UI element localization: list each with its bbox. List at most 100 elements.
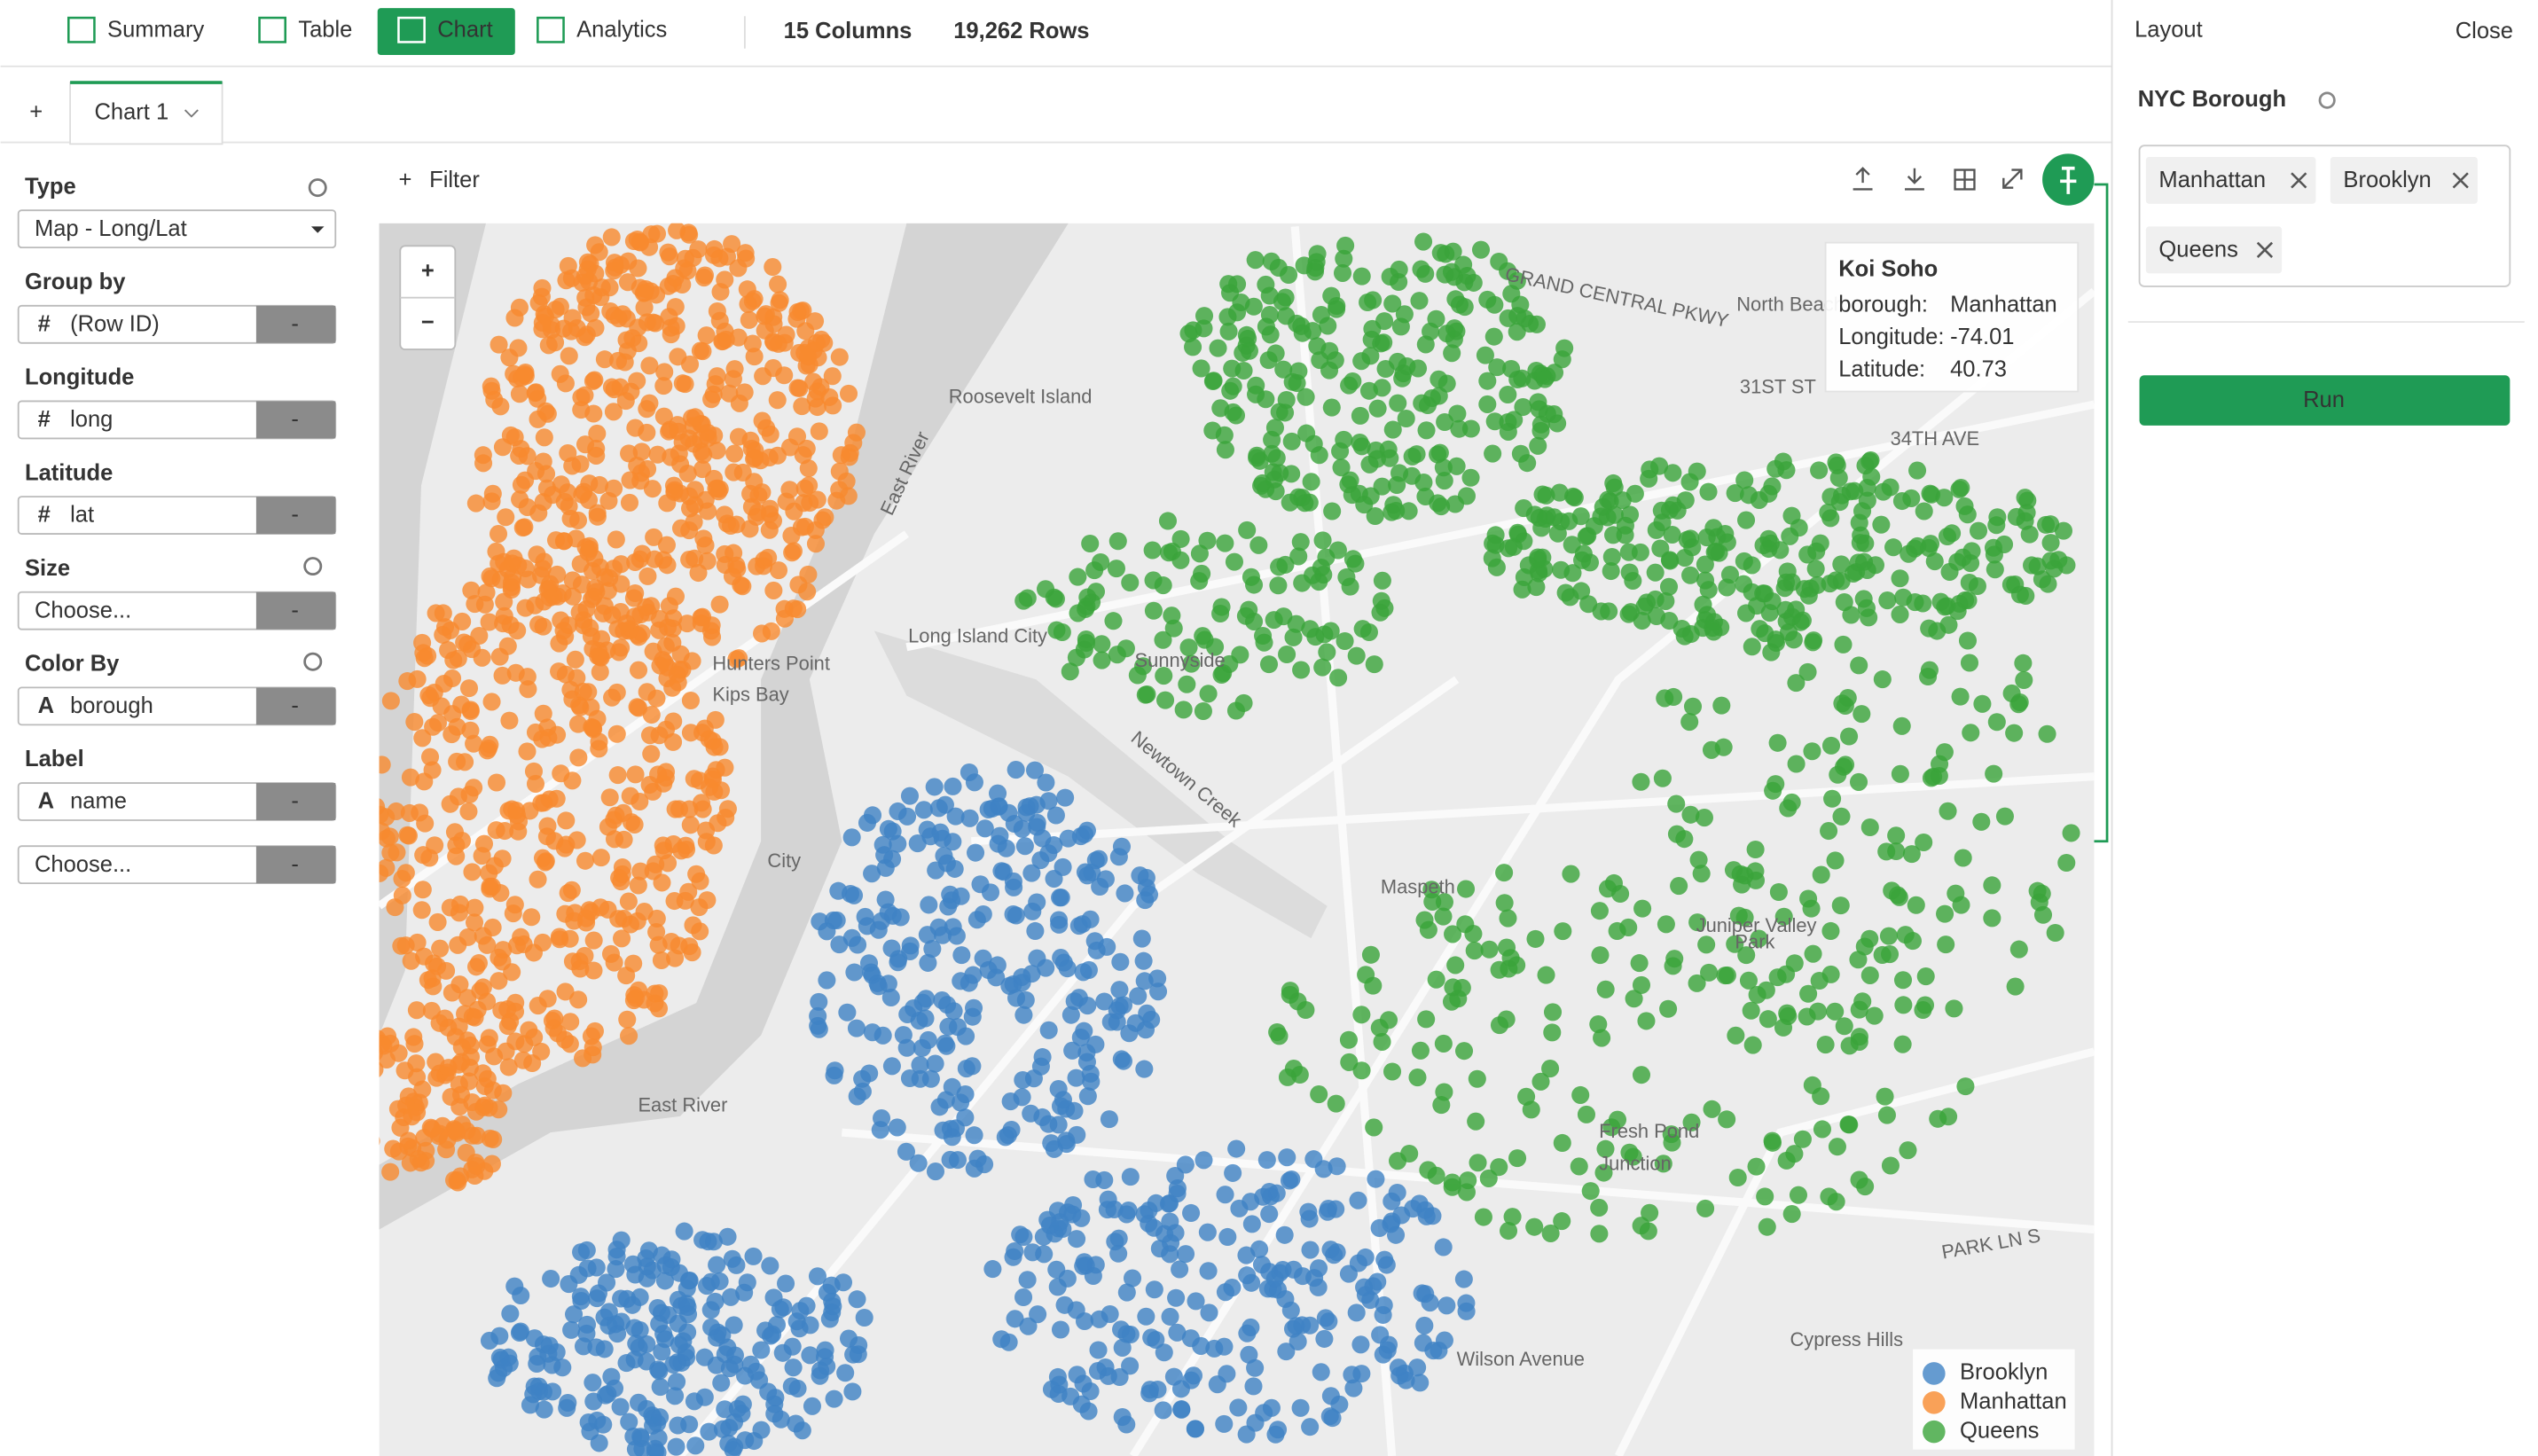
map-point[interactable]	[1328, 1243, 1346, 1262]
map-point[interactable]	[1619, 543, 1638, 561]
map-point[interactable]	[1446, 956, 1465, 975]
map-point[interactable]	[1935, 743, 1954, 762]
map-point[interactable]	[719, 1434, 738, 1452]
map-point[interactable]	[677, 840, 696, 859]
map-point[interactable]	[888, 1118, 906, 1137]
map-point[interactable]	[595, 350, 614, 369]
map-point[interactable]	[1144, 601, 1163, 620]
map-point[interactable]	[1084, 1170, 1102, 1189]
map-point[interactable]	[847, 423, 866, 442]
map-point[interactable]	[1061, 662, 1079, 681]
map-point[interactable]	[1074, 1374, 1093, 1393]
map-point[interactable]	[1827, 1193, 1845, 1211]
map-point[interactable]	[412, 901, 431, 920]
map-point[interactable]	[516, 599, 535, 617]
map-point[interactable]	[528, 1354, 546, 1374]
map-point[interactable]	[1110, 981, 1129, 999]
map-point[interactable]	[498, 1000, 517, 1019]
map-point[interactable]	[869, 920, 888, 939]
map-point[interactable]	[467, 1126, 486, 1145]
map-point[interactable]	[1300, 1209, 1319, 1228]
map-point[interactable]	[414, 644, 433, 662]
map-point[interactable]	[1069, 568, 1087, 586]
map-point[interactable]	[718, 800, 737, 818]
map-point[interactable]	[964, 966, 983, 984]
map-point[interactable]	[1155, 667, 1173, 685]
map-point[interactable]	[1678, 530, 1696, 549]
map-point[interactable]	[1418, 395, 1437, 415]
map-point[interactable]	[1067, 1069, 1085, 1087]
map-point[interactable]	[510, 385, 529, 403]
map-point[interactable]	[614, 305, 632, 324]
map-point[interactable]	[1156, 691, 1175, 709]
map-point[interactable]	[665, 891, 684, 911]
map-point[interactable]	[1013, 1088, 1031, 1107]
map-point[interactable]	[465, 779, 483, 797]
map-point[interactable]	[1787, 755, 1806, 773]
map-point[interactable]	[1215, 1337, 1234, 1356]
map-point[interactable]	[1357, 966, 1375, 984]
map-point[interactable]	[591, 898, 610, 917]
map-point[interactable]	[452, 831, 472, 850]
map-point[interactable]	[1305, 262, 1325, 281]
map-point[interactable]	[430, 1014, 449, 1032]
map-point[interactable]	[1737, 946, 1756, 965]
map-point[interactable]	[889, 802, 907, 820]
map-point[interactable]	[856, 907, 874, 926]
map-point[interactable]	[1049, 1079, 1068, 1099]
map-point[interactable]	[1411, 1374, 1430, 1392]
map-point[interactable]	[1548, 524, 1567, 543]
map-point[interactable]	[540, 1336, 559, 1355]
map-point[interactable]	[1006, 1241, 1024, 1261]
map-point[interactable]	[1571, 507, 1590, 526]
map-point[interactable]	[1464, 925, 1483, 943]
map-point[interactable]	[1171, 529, 1190, 548]
map-point[interactable]	[485, 857, 504, 875]
map-point[interactable]	[1372, 591, 1390, 610]
map-point[interactable]	[1850, 1000, 1868, 1019]
map-point[interactable]	[1252, 1256, 1272, 1274]
map-point[interactable]	[478, 935, 497, 954]
map-point[interactable]	[794, 446, 812, 465]
map-point[interactable]	[1320, 1407, 1339, 1426]
map-point[interactable]	[1657, 915, 1675, 934]
map-point[interactable]	[1925, 552, 1944, 571]
map-point[interactable]	[1203, 421, 1222, 440]
map-point[interactable]	[681, 816, 700, 834]
map-point[interactable]	[458, 928, 477, 946]
map-point[interactable]	[1553, 1212, 1571, 1231]
map-point[interactable]	[626, 1265, 645, 1284]
map-point[interactable]	[1287, 614, 1305, 633]
map-point[interactable]	[1760, 604, 1779, 622]
map-point[interactable]	[725, 444, 744, 463]
map-point[interactable]	[1182, 1203, 1201, 1223]
map-point[interactable]	[1273, 1260, 1292, 1280]
map-point[interactable]	[629, 699, 648, 717]
map-point[interactable]	[663, 619, 682, 638]
map-point[interactable]	[1119, 1202, 1138, 1220]
map-point[interactable]	[1093, 635, 1111, 654]
map-point[interactable]	[1216, 534, 1234, 552]
map-point[interactable]	[725, 1316, 743, 1335]
map-point[interactable]	[544, 486, 562, 505]
map-point[interactable]	[1499, 422, 1517, 441]
map-point[interactable]	[1288, 314, 1306, 333]
map-point[interactable]	[1343, 1366, 1361, 1384]
map-point[interactable]	[607, 530, 625, 549]
map-point[interactable]	[1832, 555, 1851, 574]
map-point[interactable]	[1309, 1259, 1328, 1278]
map-point[interactable]	[1563, 564, 1582, 583]
map-point[interactable]	[1281, 1301, 1300, 1319]
map-point[interactable]	[524, 943, 544, 962]
map-point[interactable]	[511, 1322, 530, 1341]
map-point[interactable]	[1275, 1225, 1294, 1244]
map-point[interactable]	[1046, 590, 1065, 608]
map-point[interactable]	[920, 896, 938, 914]
map-point[interactable]	[2023, 556, 2041, 575]
map-point[interactable]	[1958, 505, 1977, 524]
map-point[interactable]	[1278, 645, 1296, 664]
map-point[interactable]	[801, 1346, 819, 1365]
map-point[interactable]	[1828, 456, 1846, 474]
map-point[interactable]	[1051, 1097, 1070, 1115]
map-point[interactable]	[559, 443, 577, 463]
